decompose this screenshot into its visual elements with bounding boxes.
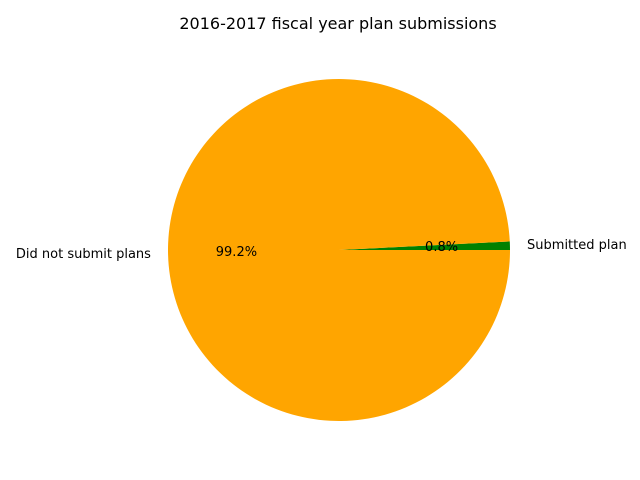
pie-slice-2: [168, 79, 510, 422]
slice-label-2: Did not submit plans: [16, 247, 151, 262]
chart-title: 2016-2017 fiscal year plan submissions: [179, 14, 496, 33]
slice-label-1: Submitted plan: [527, 238, 627, 253]
pie-slices: [168, 79, 510, 422]
pie-labels: Submitted plan 0.8% Did not submit plans 99…: [16, 238, 627, 262]
pie-slice-1: [339, 241, 510, 250]
slice-percent-1: 0.8%: [425, 240, 458, 255]
slice-percent-2: 99.2%: [216, 245, 257, 260]
